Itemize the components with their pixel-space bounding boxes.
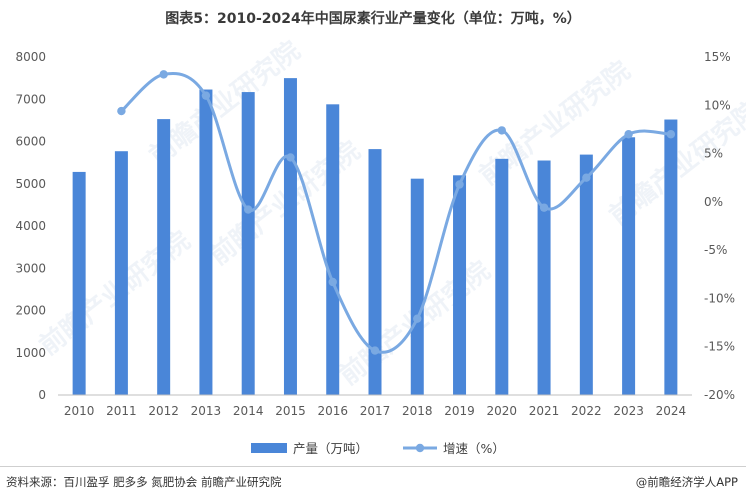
growth-point-2012 <box>159 70 168 79</box>
x-tick-label: 2020 <box>487 404 518 418</box>
x-tick-label: 2011 <box>106 404 137 418</box>
growth-point-2022 <box>582 173 591 182</box>
growth-rate-points <box>117 70 676 355</box>
bar-2016 <box>326 104 340 395</box>
x-tick-label: 2013 <box>191 404 222 418</box>
legend-swatch-marker <box>415 443 425 453</box>
legend: 产量（万吨） 增速（%） <box>251 441 505 456</box>
bar-2024 <box>664 119 678 395</box>
bar-series <box>72 78 678 396</box>
page-title: 图表5：2010-2024年中国尿素行业产量变化（单位：万吨，%） <box>165 11 581 27</box>
y-left-tick-label: 7000 <box>15 92 46 106</box>
x-tick-label: 2015 <box>275 404 306 418</box>
y-right-tick-label: 5% <box>704 147 723 161</box>
source-note: 资料来源：百川盈孚 肥多多 氮肥协会 前瞻产业研究院 <box>6 475 282 489</box>
footer-divider <box>0 466 746 467</box>
watermark-layer: 前瞻产业研究院前瞻产业研究院前瞻产业研究院前瞻产业研究院前瞻产业研究院前瞻产业研… <box>34 35 746 391</box>
x-tick-label: 2016 <box>317 404 348 418</box>
bar-2012 <box>157 119 171 396</box>
x-tick-label: 2018 <box>402 404 433 418</box>
y-left-tick-label: 4000 <box>15 219 46 233</box>
y-axis-left: 0 1000 2000 3000 4000 5000 6000 7000 8000 <box>15 50 46 402</box>
bar-2021 <box>537 160 551 395</box>
y-right-tick-label: 10% <box>704 98 731 112</box>
growth-point-2018 <box>413 314 422 323</box>
y-right-tick-label: -20% <box>704 388 735 402</box>
growth-rate-line <box>120 71 671 354</box>
growth-point-2014 <box>244 205 253 214</box>
y-right-tick-label: 0% <box>704 195 723 209</box>
x-axis: 2010 2011 2012 2013 2014 2015 2016 2017 2018 2019… <box>58 394 692 418</box>
bar-2022 <box>579 154 593 395</box>
y-left-tick-label: 3000 <box>15 261 46 275</box>
brand-credit: @前瞻经济学人APP <box>635 475 738 489</box>
bar-2011 <box>114 151 128 395</box>
chart-area: 前瞻产业研究院前瞻产业研究院前瞻产业研究院前瞻产业研究院前瞻产业研究院前瞻产业研… <box>15 35 746 456</box>
growth-point-2016 <box>328 277 337 287</box>
bar-2018 <box>410 178 424 395</box>
growth-point-2023 <box>624 130 633 139</box>
y-right-tick-label: -5% <box>704 243 727 257</box>
growth-point-2019 <box>455 180 464 189</box>
y-right-tick-label: 15% <box>704 50 731 64</box>
y-axis-right: -20% -15% -10% -5% 0% 5% 10% 15% <box>704 50 735 402</box>
legend-label-growth: 增速（%） <box>443 441 505 456</box>
growth-point-2015 <box>286 153 295 162</box>
y-left-tick-label: 1000 <box>15 346 46 360</box>
bar-2013 <box>199 89 213 395</box>
bar-2023 <box>622 137 636 395</box>
x-tick-label: 2019 <box>444 404 475 418</box>
y-left-tick-label: 2000 <box>15 304 46 318</box>
x-tick-label: 2017 <box>360 404 391 418</box>
legend-label-output: 产量（万吨） <box>293 441 368 456</box>
y-right-tick-label: -10% <box>704 291 735 305</box>
growth-point-2020 <box>497 126 506 135</box>
y-left-tick-label: 0 <box>38 388 46 402</box>
bar-2020 <box>495 158 509 395</box>
growth-point-2013 <box>201 91 211 100</box>
x-tick-label: 2024 <box>656 404 687 418</box>
y-left-tick-label: 6000 <box>15 135 46 149</box>
bar-2010 <box>72 171 86 395</box>
bar-2017 <box>368 149 382 395</box>
bar-2014 <box>241 92 255 395</box>
growth-point-2011 <box>117 106 126 116</box>
watermark-text: 前瞻产业研究院 <box>34 225 197 361</box>
x-tick-label: 2022 <box>571 404 602 418</box>
growth-point-2021 <box>539 203 549 212</box>
x-tick-label: 2021 <box>529 404 560 418</box>
bar-2019 <box>453 175 467 395</box>
x-tick-label: 2014 <box>233 404 264 418</box>
y-left-tick-label: 5000 <box>15 177 46 191</box>
bar-2015 <box>283 78 297 395</box>
growth-point-2017 <box>370 346 380 355</box>
x-tick-label: 2023 <box>613 404 644 418</box>
legend-swatch-bar <box>251 443 287 453</box>
y-left-tick-label: 8000 <box>15 50 46 64</box>
x-tick-label: 2012 <box>148 404 179 418</box>
y-right-tick-label: -15% <box>704 340 735 354</box>
x-tick-label: 2010 <box>64 404 95 418</box>
growth-point-2024 <box>666 130 676 139</box>
